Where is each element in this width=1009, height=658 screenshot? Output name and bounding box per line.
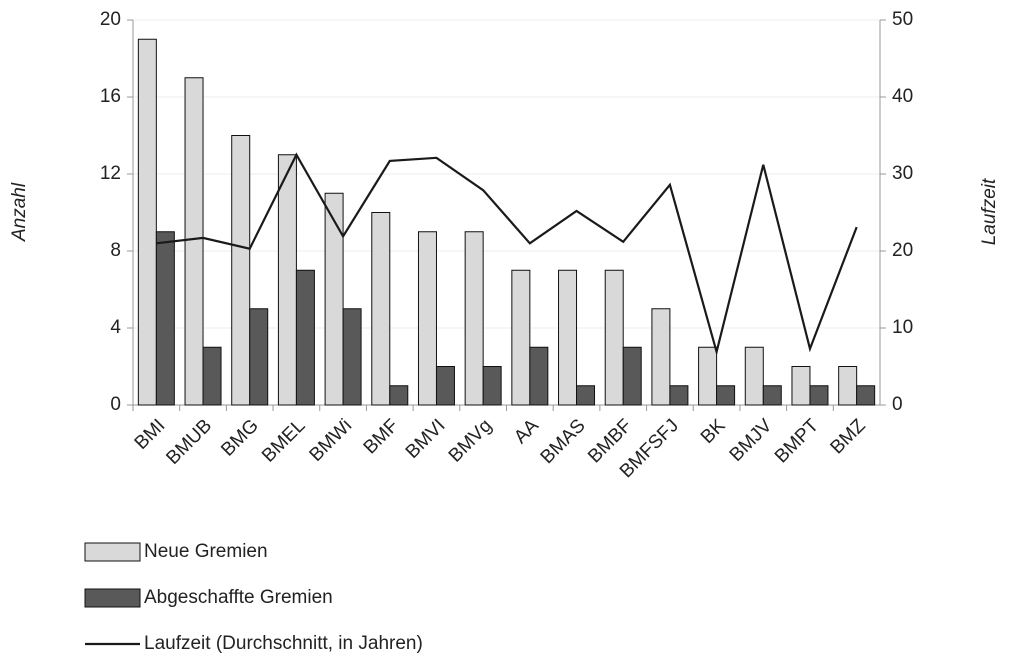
bar <box>435 366 455 406</box>
x-tick-label: BMF <box>360 415 403 458</box>
x-tick-label: BMEL <box>258 415 309 466</box>
y2-tick-label: 40 <box>892 86 913 107</box>
bar <box>202 346 222 406</box>
x-tick-label: BMI <box>131 415 170 454</box>
bar <box>231 135 251 406</box>
bar <box>809 385 829 406</box>
bar <box>622 346 642 406</box>
bar <box>762 385 782 406</box>
x-tick-label: BMVI <box>402 415 450 463</box>
bar <box>371 212 391 406</box>
bar <box>576 385 596 406</box>
bar <box>342 308 362 406</box>
legend-label: Neue Gremien <box>144 541 268 562</box>
y2-axis-title: Laufzeit <box>979 178 1000 245</box>
bar <box>277 154 297 406</box>
bar <box>604 269 624 406</box>
y-tick-label: 0 <box>110 394 121 415</box>
legend-label: Abgeschaffte Gremien <box>144 587 333 608</box>
bar <box>511 269 531 406</box>
bar <box>295 269 315 406</box>
x-tick-label: BMPT <box>771 415 823 467</box>
x-tick-label: BMAS <box>537 415 590 468</box>
bar <box>482 366 502 406</box>
x-tick-label: BMG <box>217 415 262 460</box>
bar <box>651 308 671 406</box>
bar <box>838 366 858 406</box>
y-tick-label: 12 <box>100 163 121 184</box>
bar <box>698 346 718 406</box>
bar <box>529 346 549 406</box>
y2-tick-label: 0 <box>892 394 903 415</box>
x-tick-label: BMUB <box>162 415 216 469</box>
bar <box>716 385 736 406</box>
bar <box>137 38 157 406</box>
bar <box>184 77 204 406</box>
y-tick-label: 16 <box>100 86 121 107</box>
bar <box>249 308 269 406</box>
legend-swatch <box>84 542 141 562</box>
x-tick-label: AA <box>510 415 543 448</box>
bar <box>155 231 175 406</box>
bar <box>389 385 409 406</box>
y-tick-label: 20 <box>100 9 121 30</box>
bar <box>558 269 578 406</box>
bar <box>417 231 437 406</box>
bar <box>856 385 876 406</box>
y2-tick-label: 30 <box>892 163 913 184</box>
x-tick-label: BMVg <box>445 415 496 466</box>
legend-swatch <box>84 588 141 608</box>
bar <box>669 385 689 406</box>
line <box>156 152 858 357</box>
y2-tick-label: 50 <box>892 9 913 30</box>
x-tick-label: BK <box>697 415 730 448</box>
bar <box>791 366 811 406</box>
bar <box>744 346 764 406</box>
bar <box>324 192 344 406</box>
y2-tick-label: 20 <box>892 240 913 261</box>
x-tick-label: BMWi <box>306 415 357 466</box>
legend-label: Laufzeit (Durchschnitt, in Jahren) <box>144 633 423 654</box>
y2-tick-label: 10 <box>892 317 913 338</box>
y-tick-label: 4 <box>110 317 121 338</box>
y-axis-title: Anzahl <box>9 182 30 242</box>
x-tick-label: BMZ <box>827 415 870 458</box>
x-tick-label: BMJV <box>726 415 777 466</box>
y-tick-label: 8 <box>110 240 121 261</box>
bar <box>464 231 484 406</box>
